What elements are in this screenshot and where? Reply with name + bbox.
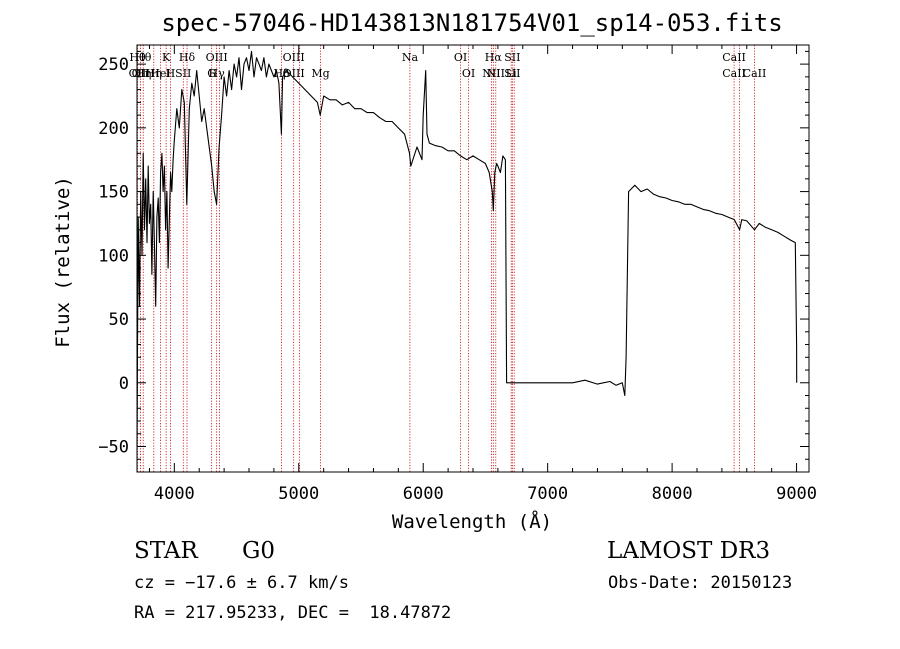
y-axis-label: Flux (relative) <box>52 176 74 348</box>
line-label-bottom: OII <box>129 67 147 80</box>
flux-series-line <box>136 50 798 447</box>
line-label-bottom: Hη <box>146 67 162 80</box>
line-label-top: Hδ <box>179 51 196 64</box>
x-axis-label: Wavelength (Å) <box>392 510 552 533</box>
y-tick-label: 50 <box>109 310 129 330</box>
line-label-bottom: SII <box>504 67 520 80</box>
y-tick-label: 0 <box>119 374 129 394</box>
x-tick-label: 8000 <box>652 484 693 504</box>
line-label-bottom: OII <box>132 67 150 80</box>
line-label-bottom: Hγ <box>209 67 226 80</box>
x-tick-label: 4000 <box>154 484 195 504</box>
line-label-bottom: CaII <box>743 67 767 80</box>
chart-title: spec-57046-HD143813N181754V01_sp14-053.f… <box>161 9 782 37</box>
line-label-top: CaII <box>722 51 746 64</box>
y-tick-label: 200 <box>98 119 129 139</box>
x-tick-label: 5000 <box>278 484 319 504</box>
object-subclass: G0 <box>242 538 276 564</box>
line-label-top: Hα <box>485 51 503 64</box>
survey-release: LAMOST DR3 <box>607 538 771 564</box>
line-label-top: Hθ <box>129 51 146 64</box>
line-label-bottom: Mg <box>311 67 329 80</box>
sky-coordinates: RA = 217.95233, DEC = 18.47872 <box>134 603 452 623</box>
y-tick-label: 100 <box>98 246 129 266</box>
x-tick-label: 7000 <box>527 484 568 504</box>
line-label-top: OI <box>454 51 467 64</box>
redshift-velocity: cz = −17.6 ± 6.7 km/s <box>134 573 349 593</box>
line-label-top: SII <box>504 51 520 64</box>
line-label-top: K <box>162 51 171 64</box>
line-label-top: Hθ <box>135 51 152 64</box>
line-label-bottom: HeI <box>150 67 170 80</box>
y-tick-label: 250 <box>98 55 129 75</box>
line-label-bottom: NII <box>482 67 500 80</box>
plot-area: 4000 5000 6000 7000 8000 9000 −50 0 50 100 150 200 2… <box>98 44 817 504</box>
line-label-top: Na <box>402 51 419 64</box>
y-tick-label: 150 <box>98 183 129 203</box>
plot-frame <box>136 44 810 473</box>
line-label-top: OIII <box>283 51 305 64</box>
line-label-bottom: G <box>207 67 216 80</box>
line-label-bottom: Hη <box>135 67 151 80</box>
line-label-bottom: H <box>166 67 176 80</box>
y-tick-label: −50 <box>98 438 129 458</box>
line-label-bottom: OI <box>462 67 475 80</box>
line-label-bottom: Hβ <box>274 67 290 80</box>
object-class: STAR <box>134 538 198 564</box>
line-label-top: OIII <box>206 51 228 64</box>
line-label-bottom: Li <box>506 67 517 80</box>
line-label-bottom: NII <box>487 67 505 80</box>
x-tick-label: 6000 <box>403 484 444 504</box>
line-label-bottom: CaII <box>722 67 746 80</box>
line-label-bottom: SII <box>175 67 191 80</box>
line-label-bottom: OIII <box>283 67 305 80</box>
x-tick-label: 9000 <box>776 484 817 504</box>
observation-date: Obs-Date: 20150123 <box>608 573 793 593</box>
